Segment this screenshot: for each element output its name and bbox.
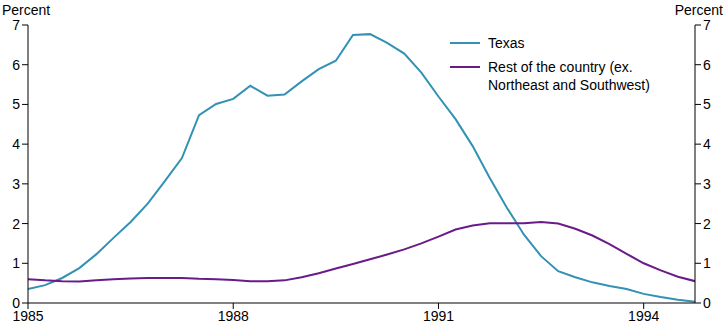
html-text:Percent: Percent [2, 2, 51, 18]
svg-text:0: 0 [12, 295, 20, 311]
html-text:Texas: Texas [488, 35, 525, 51]
svg-text:5: 5 [12, 96, 20, 112]
svg-text:4: 4 [12, 136, 20, 152]
svg-text:3: 3 [703, 176, 711, 192]
svg-text:5: 5 [703, 96, 711, 112]
svg-text:6: 6 [12, 57, 20, 73]
svg-text:7: 7 [12, 17, 20, 33]
svg-text:4: 4 [703, 136, 711, 152]
svg-text:0: 0 [703, 295, 711, 311]
svg-text:7: 7 [703, 17, 711, 33]
svg-text:2: 2 [12, 216, 20, 232]
html-text:Percent: Percent [674, 2, 723, 18]
svg-text:1: 1 [703, 255, 711, 271]
svg-text:1991: 1991 [423, 308, 454, 324]
svg-text:3: 3 [12, 176, 20, 192]
svg-text:1985: 1985 [12, 307, 44, 324]
html-text:Rest of the country (ex. North: Rest of the country (ex. Northeast and S… [488, 59, 650, 93]
svg-text:1: 1 [12, 255, 20, 271]
svg-text:1994: 1994 [628, 308, 659, 324]
svg-text:2: 2 [703, 216, 711, 232]
svg-text:6: 6 [703, 57, 711, 73]
svg-text:1988: 1988 [218, 308, 249, 324]
